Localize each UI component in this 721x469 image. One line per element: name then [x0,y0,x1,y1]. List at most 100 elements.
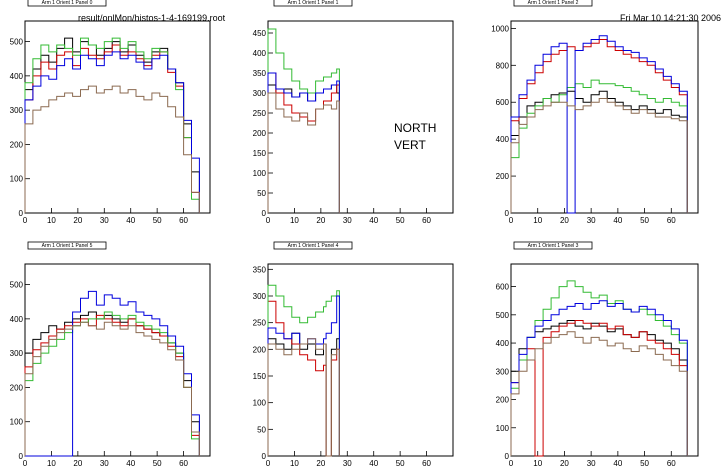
y-tick-label: 400 [496,135,510,144]
x-tick-label: 10 [533,216,542,225]
x-tick-label: 50 [396,216,405,225]
series-red [267,300,340,457]
y-tick-label: 100 [10,175,24,184]
timestamp-label: Fri Mar 10 14:21:30 2006 [620,13,721,23]
plot-frame [267,20,454,214]
x-tick-label: 50 [640,216,649,225]
x-tick-label: 10 [533,459,542,468]
panel-4: Arm 1 Orient 1 Panel 5 0 100 200 300 400 500 0 1… [10,241,211,468]
x-tick-label: 50 [396,459,405,468]
series-blue [510,35,688,214]
y-tick-label: 200 [253,129,267,138]
x-tick-label: 0 [266,459,271,468]
series-blue [510,300,688,456]
x-tick-label: 20 [316,216,325,225]
y-tick-label: 200 [496,172,510,181]
y-tick-label: 400 [10,315,24,324]
series-blue [24,51,200,213]
series-brown [510,331,688,456]
plot-frame [510,263,699,457]
x-tick-label: 40 [613,216,622,225]
x-tick-label: 10 [290,216,299,225]
y-tick-label: 200 [10,383,24,392]
y-tick-label: 150 [253,149,267,158]
panel-title: Arm 1 Orient 1 Panel 5 [42,243,93,249]
panel-title: Arm 1 Orient 1 Panel 4 [288,243,339,249]
x-tick-label: 30 [343,216,352,225]
x-tick-label: 20 [73,216,82,225]
y-tick-label: 300 [253,292,267,301]
y-tick-label: 0 [19,452,24,461]
panel-title-box [27,241,107,250]
y-tick-label: 50 [257,189,266,198]
panel-title: Arm 1 Orient 1 Panel 3 [528,243,579,249]
series-green [510,79,688,213]
x-tick-label: 0 [509,459,514,468]
y-tick-label: 300 [253,89,267,98]
y-tick-label: 1000 [491,24,509,33]
y-tick-label: 300 [10,349,24,358]
series-blue [267,295,340,456]
x-tick-label: 30 [343,459,352,468]
y-tick-label: 200 [496,396,510,405]
series-red [24,314,200,456]
series-black [267,332,340,457]
y-tick-label: 350 [253,265,267,274]
x-tick-label: 20 [560,216,569,225]
panel-6: Arm 1 Orient 1 Panel 3010020030040050060… [496,241,699,468]
series-green [510,280,688,456]
series-brown [510,98,688,213]
x-tick-label: 50 [153,216,162,225]
x-tick-label: 0 [23,216,28,225]
x-tick-label: 50 [640,459,649,468]
plot-frame [267,263,454,457]
series-black [267,84,340,213]
series-brown [24,85,200,213]
series-black [24,37,200,213]
file-path-label: result/onlMon/histos-1-4-169199.root [78,13,226,23]
series-black [510,320,688,456]
annotation-north: NORTH [394,121,436,135]
panel-5: Arm 1 Orient 1 Panel 4050100150200250300… [253,241,454,468]
y-tick-label: 500 [496,311,510,320]
y-tick-label: 300 [10,106,24,115]
y-tick-label: 600 [496,283,510,292]
series-black [24,311,200,456]
x-tick-label: 20 [73,459,82,468]
y-tick-label: 0 [262,452,267,461]
series-black [510,90,688,213]
x-tick-label: 30 [100,459,109,468]
y-tick-label: 300 [496,367,510,376]
y-tick-label: 350 [253,69,267,78]
panel-2: Arm 1 Orient 1 Panel 1050100150200250300… [253,0,454,225]
x-tick-label: 60 [667,216,676,225]
series-brown [267,338,340,457]
x-tick-label: 60 [667,459,676,468]
annotation-vert: VERT [394,138,426,152]
y-tick-label: 200 [253,345,267,354]
y-tick-label: 400 [10,72,24,81]
x-tick-label: 30 [100,216,109,225]
x-tick-label: 40 [369,459,378,468]
series-brown [24,321,200,456]
panel-title-box [27,0,107,7]
series-brown [267,92,340,213]
y-tick-label: 500 [10,281,24,290]
x-tick-label: 10 [290,459,299,468]
y-tick-label: 0 [505,209,510,218]
x-tick-label: 50 [153,459,162,468]
x-tick-label: 60 [179,216,188,225]
panel-title-box [513,241,593,250]
series-green [24,37,200,213]
series-blue [267,72,340,213]
panel-title-box [513,0,593,7]
x-tick-label: 10 [47,459,56,468]
x-tick-label: 60 [422,216,431,225]
y-tick-label: 600 [496,98,510,107]
y-tick-label: 100 [496,424,510,433]
panel-title-box [273,241,353,250]
series-blue [25,290,200,457]
x-tick-label: 0 [266,216,271,225]
